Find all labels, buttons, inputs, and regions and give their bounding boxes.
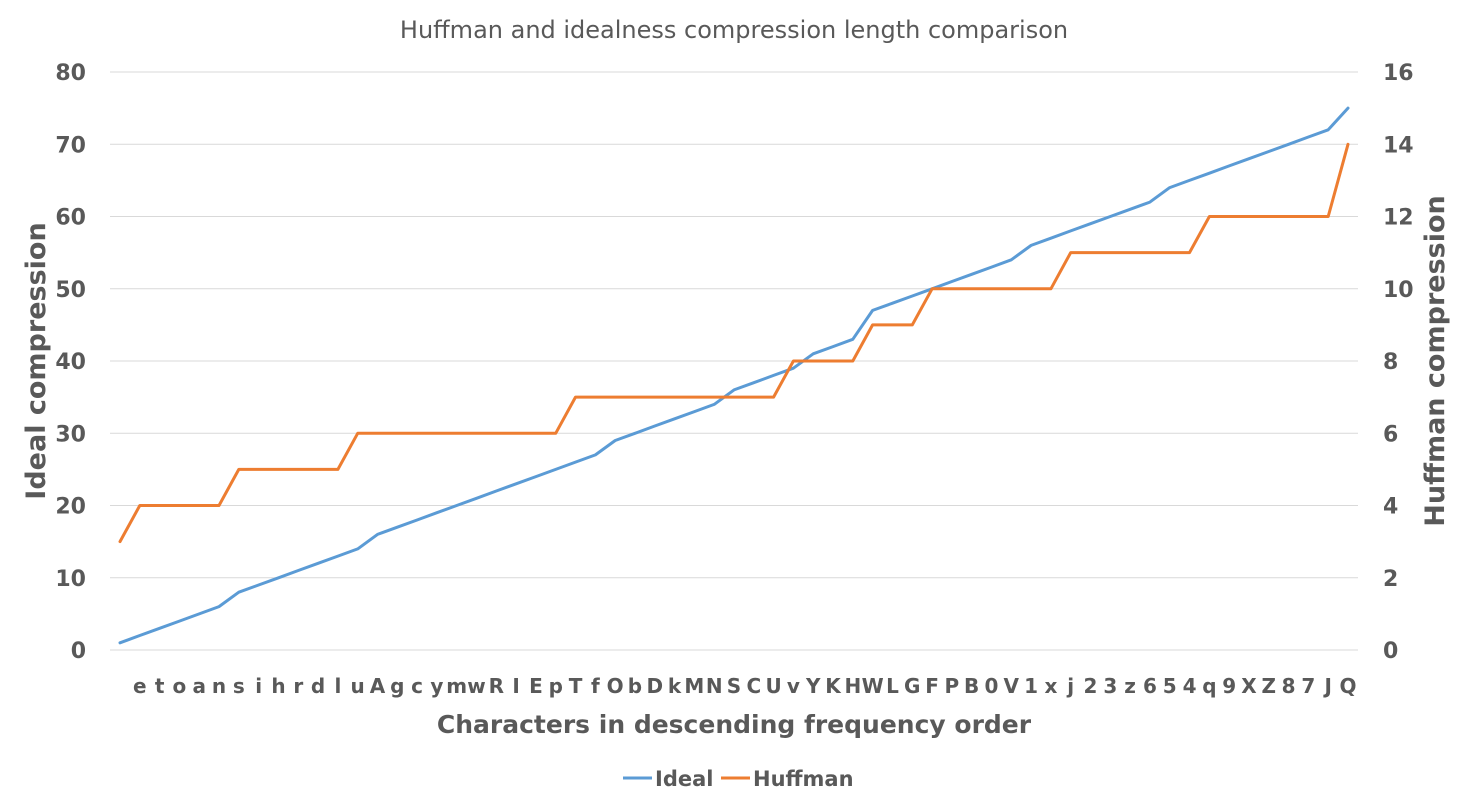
x-tick-label: r	[293, 674, 303, 698]
x-tick-label: g	[390, 674, 404, 698]
y-tick-label: 20	[55, 495, 86, 520]
y-tick-label: 70	[55, 133, 86, 158]
x-tick-label: 1	[1024, 674, 1038, 698]
x-tick-label: O	[607, 674, 624, 698]
y-tick-label: 10	[55, 567, 86, 592]
x-tick-label: n	[212, 674, 226, 698]
x-tick-label: e	[133, 674, 147, 698]
x-tick-label: L	[886, 674, 899, 698]
x-tick-label: E	[529, 674, 543, 698]
x-tick-label: G	[904, 674, 920, 698]
x-tick-label: F	[925, 674, 939, 698]
y2-tick-label: 0	[1383, 639, 1398, 664]
x-tick-label: N	[706, 674, 723, 698]
y2-tick-label: 4	[1383, 495, 1398, 520]
y2-tick-label: 10	[1383, 278, 1414, 303]
y-tick-label: 30	[55, 422, 86, 447]
x-tick-label: 0	[985, 674, 999, 698]
y-tick-label: 50	[55, 278, 86, 303]
x-tick-label: a	[192, 674, 206, 698]
x-tick-label: c	[411, 674, 423, 698]
x-tick-label: y	[430, 674, 443, 698]
x-tick-label: D	[646, 674, 663, 698]
y-tick-label: 60	[55, 206, 86, 231]
legend-huffman-label: Huffman	[753, 767, 854, 791]
x-tick-label: P	[945, 674, 960, 698]
x-tick-label: v	[787, 674, 800, 698]
x-tick-label: U	[765, 674, 781, 698]
x-tick-label: l	[334, 674, 341, 698]
series-lines	[118, 106, 1350, 645]
series-line-ideal	[118, 106, 1350, 645]
y2-tick-label: 6	[1383, 422, 1398, 447]
x-tick-label: t	[155, 674, 165, 698]
x-tick-label: 4	[1183, 674, 1197, 698]
y2-tick-label: 14	[1383, 133, 1414, 158]
x-tick-label: m	[446, 674, 467, 698]
x-tick-label: R	[489, 674, 504, 698]
y2-tick-label: 12	[1383, 206, 1414, 231]
x-tick-label: K	[825, 674, 842, 698]
x-tick-label: w	[467, 674, 485, 698]
y2-axis-label: Huffman compression	[1420, 195, 1451, 526]
x-tick-label: 2	[1084, 674, 1098, 698]
right-axis-ticks: 0 2 4 6 8 10 12 14 16	[1383, 61, 1414, 664]
x-tick-label: h	[271, 674, 285, 698]
x-tick-label: H	[844, 674, 861, 698]
x-tick-label: x	[1044, 674, 1057, 698]
x-tick-label: W	[862, 674, 884, 698]
series-line-huffman	[118, 142, 1350, 544]
x-tick-label: S	[727, 674, 741, 698]
y-tick-label: 80	[55, 61, 86, 86]
legend: Ideal Huffman	[623, 767, 854, 791]
x-tick-label: p	[549, 674, 563, 698]
x-tick-label: X	[1241, 674, 1257, 698]
y-tick-label: 40	[55, 350, 86, 375]
x-tick-label: b	[628, 674, 642, 698]
x-tick-label: T	[569, 674, 583, 698]
x-tick-label: f	[591, 674, 600, 698]
x-tick-label: 5	[1163, 674, 1177, 698]
y-tick-label: 0	[71, 639, 86, 664]
x-tick-label: I	[512, 674, 519, 698]
left-axis-ticks: 0 10 20 30 40 50 60 70 80	[55, 61, 86, 664]
x-tick-label: Z	[1262, 674, 1277, 698]
x-axis-label: Characters in descending frequency order	[437, 710, 1032, 739]
y2-tick-label: 2	[1383, 567, 1398, 592]
x-tick-label: Y	[805, 674, 821, 698]
x-tick-label: s	[233, 674, 245, 698]
x-tick-label: 7	[1301, 674, 1315, 698]
y-axis-label: Ideal compression	[21, 222, 52, 499]
x-tick-label: j	[1066, 674, 1074, 698]
x-tick-label: C	[746, 674, 761, 698]
x-tick-label: 8	[1282, 674, 1296, 698]
x-tick-label: o	[173, 674, 187, 698]
x-tick-label: d	[311, 674, 325, 698]
x-tick-label: J	[1322, 674, 1331, 698]
chart-title: Huffman and idealness compression length…	[400, 16, 1068, 44]
x-tick-label: A	[370, 674, 386, 698]
x-tick-label: i	[255, 674, 262, 698]
legend-ideal-label: Ideal	[655, 767, 713, 791]
x-tick-label: 9	[1222, 674, 1236, 698]
y2-tick-label: 16	[1383, 61, 1414, 86]
x-tick-label: M	[684, 674, 704, 698]
x-tick-label: 6	[1143, 674, 1157, 698]
x-tick-label: k	[668, 674, 682, 698]
x-tick-label: u	[351, 674, 365, 698]
x-tick-label: V	[1004, 674, 1020, 698]
x-tick-label: 3	[1103, 674, 1117, 698]
x-tick-label: q	[1202, 674, 1216, 698]
gridlines	[110, 71, 1358, 651]
x-tick-label: z	[1124, 674, 1136, 698]
x-tick-label: B	[964, 674, 979, 698]
y2-tick-label: 8	[1383, 350, 1398, 375]
x-tick-label: Q	[1339, 674, 1356, 698]
